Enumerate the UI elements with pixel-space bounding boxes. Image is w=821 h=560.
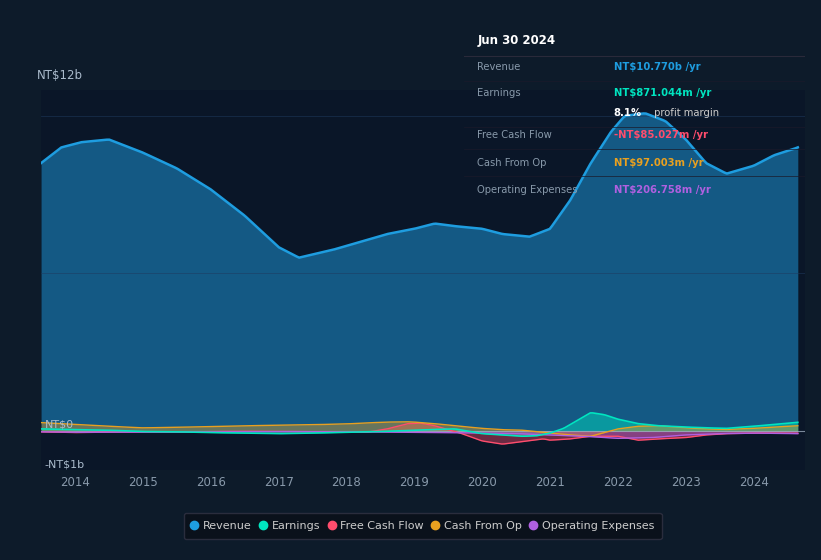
Text: Earnings: Earnings [478,88,521,98]
Text: profit margin: profit margin [651,108,719,118]
Text: Jun 30 2024: Jun 30 2024 [478,34,556,48]
Text: NT$871.044m /yr: NT$871.044m /yr [614,88,711,98]
Legend: Revenue, Earnings, Free Cash Flow, Cash From Op, Operating Expenses: Revenue, Earnings, Free Cash Flow, Cash … [184,513,662,539]
Text: NT$206.758m /yr: NT$206.758m /yr [614,185,711,195]
Text: -NT$85.027m /yr: -NT$85.027m /yr [614,130,708,140]
Text: Revenue: Revenue [478,62,521,72]
Text: NT$0: NT$0 [44,419,74,430]
Text: NT$10.770b /yr: NT$10.770b /yr [614,62,700,72]
Text: Cash From Op: Cash From Op [478,157,547,167]
Text: 8.1%: 8.1% [614,108,642,118]
Text: NT$12b: NT$12b [37,69,83,82]
Text: -NT$1b: -NT$1b [44,460,85,470]
Text: Free Cash Flow: Free Cash Flow [478,130,553,140]
Text: NT$97.003m /yr: NT$97.003m /yr [614,157,704,167]
Text: Operating Expenses: Operating Expenses [478,185,578,195]
